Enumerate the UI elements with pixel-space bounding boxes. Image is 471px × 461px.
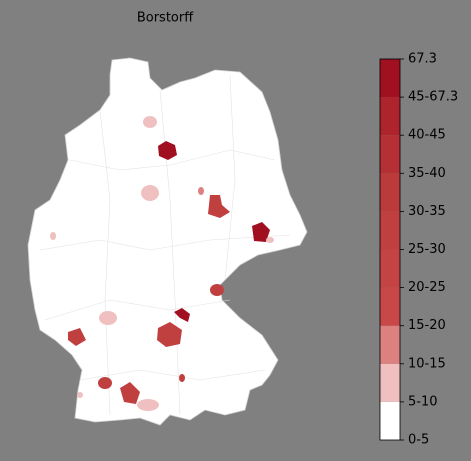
map-title: Borstorff xyxy=(137,11,194,26)
region xyxy=(50,232,56,240)
region xyxy=(137,399,159,411)
colorbar-label: 10-15 xyxy=(408,356,446,371)
colorbar-segment xyxy=(380,59,400,98)
country-map xyxy=(27,57,308,426)
colorbar-label: 0-5 xyxy=(408,433,429,448)
region xyxy=(68,328,86,346)
colorbar-segment xyxy=(380,135,400,174)
region xyxy=(99,311,117,325)
colorbar-segment xyxy=(380,173,400,212)
colorbar: 0-5 5-10 10-15 15-20 20-25 25-30 30-35 35-40 40-… xyxy=(379,52,458,448)
region xyxy=(266,237,274,243)
region xyxy=(252,222,270,242)
colorbar-label: 45-67.3 xyxy=(408,90,458,105)
region xyxy=(174,308,190,322)
region xyxy=(208,195,230,218)
region xyxy=(141,185,159,201)
region xyxy=(143,116,157,128)
region xyxy=(198,187,204,195)
colorbar-label: 40-45 xyxy=(408,128,446,143)
colorbar-label: 35-40 xyxy=(408,166,446,181)
colorbar-label: 25-30 xyxy=(408,242,446,257)
colorbar-segment xyxy=(380,97,400,136)
colorbar-label: 67.3 xyxy=(408,52,437,67)
colorbar-label: 30-35 xyxy=(408,204,446,219)
region xyxy=(98,377,112,389)
colorbar-label: 5-10 xyxy=(408,394,438,409)
colorbar-segment xyxy=(380,401,400,440)
region xyxy=(157,322,182,347)
region xyxy=(179,374,185,382)
colorbar-segment xyxy=(380,287,400,326)
region xyxy=(210,284,224,296)
colorbar-label: 15-20 xyxy=(408,318,446,333)
district-borders xyxy=(39,74,291,416)
colorbar-segment xyxy=(380,249,400,288)
region xyxy=(120,382,140,404)
colorbar-segment xyxy=(380,363,400,402)
country-outline xyxy=(27,57,308,426)
highlighted-regions xyxy=(50,116,274,411)
colorbar-label: 20-25 xyxy=(408,280,446,295)
colorbar-segment xyxy=(380,325,400,364)
colorbar-segment xyxy=(380,211,400,250)
region xyxy=(77,392,83,398)
region xyxy=(158,141,177,160)
